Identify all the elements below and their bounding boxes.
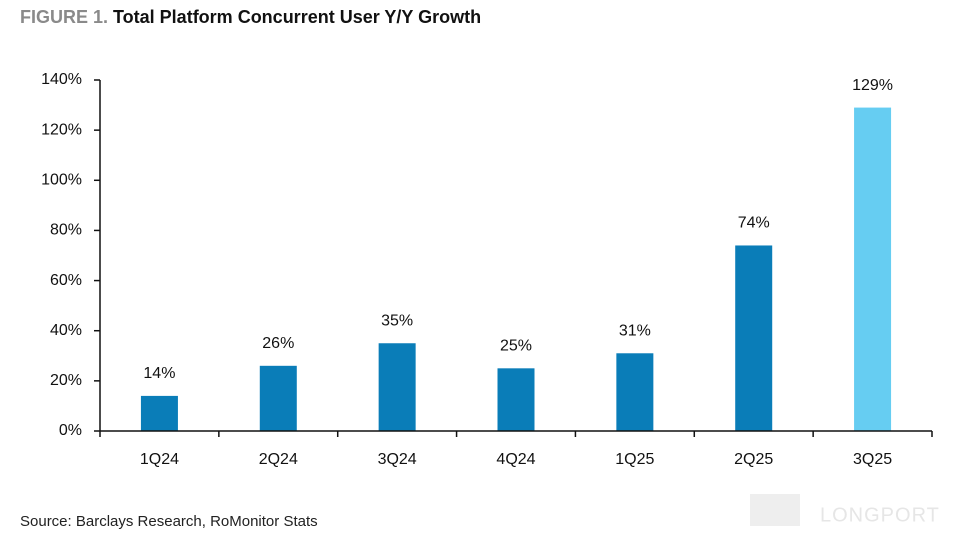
value-label: 35% [381,312,413,329]
x-tick-label: 4Q24 [496,451,535,468]
value-label: 14% [143,365,175,382]
x-tick-label: 1Q25 [615,451,654,468]
value-label: 74% [738,215,770,232]
y-tick-label: 120% [41,121,82,138]
y-tick-label: 40% [50,322,82,339]
chart-title: FIGURE 1. Total Platform Concurrent User … [20,7,481,27]
value-label: 25% [500,338,532,355]
value-label: 31% [619,322,651,339]
bar [854,107,892,431]
value-label: 129% [852,77,893,94]
y-tick-label: 20% [50,372,82,389]
y-tick-label: 140% [41,71,82,88]
x-tick-label: 2Q25 [734,451,773,468]
bar [616,353,654,431]
y-tick-label: 60% [50,272,82,289]
bar [735,245,773,431]
value-label: 26% [262,335,294,352]
title-text: Total Platform Concurrent User Y/Y Growt… [113,7,481,27]
y-tick-label: 80% [50,222,82,239]
y-tick-label: 100% [41,172,82,189]
x-tick-label: 1Q24 [140,451,179,468]
x-tick-label: 3Q25 [853,451,892,468]
source-note: Source: Barclays Research, RoMonitor Sta… [20,513,318,530]
watermark-logo [750,494,800,526]
x-tick-label: 3Q24 [378,451,417,468]
bar [140,395,178,431]
bar [259,365,297,431]
figure-label: FIGURE 1. [20,7,108,27]
bar [497,368,535,431]
y-tick-label: 0% [59,422,82,439]
x-tick-label: 2Q24 [259,451,298,468]
watermark: LONGPORT [820,504,940,526]
bar [378,343,416,431]
